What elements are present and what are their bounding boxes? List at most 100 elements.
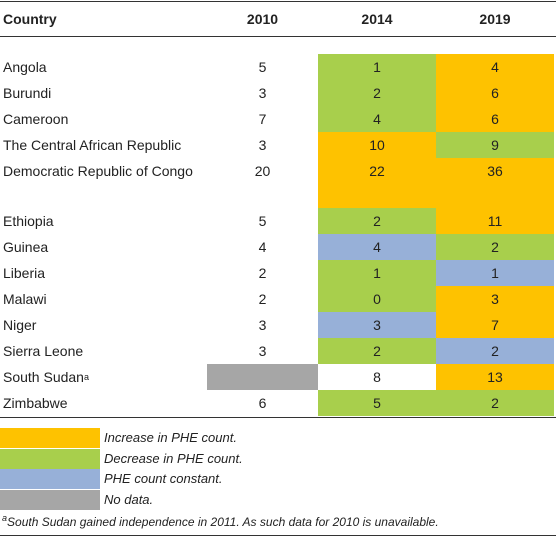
cell-text: 4 — [373, 111, 381, 127]
table-cell: 2 — [207, 260, 318, 286]
cell-text: 5 — [373, 395, 381, 411]
table-cell: 5 — [207, 208, 318, 234]
cell-text: 11 — [487, 213, 503, 229]
cell-text: 5 — [258, 59, 267, 75]
legend-swatch — [0, 489, 100, 510]
table-cell: 36 — [436, 158, 554, 208]
table-row: Guinea 4 4 2 — [0, 234, 556, 260]
table-cell: 2 — [436, 338, 554, 364]
cell-text: 1 — [373, 59, 381, 75]
legend-swatch — [0, 448, 100, 469]
cell-text: Sierra Leone — [3, 343, 84, 359]
cell-text: 3 — [258, 343, 267, 359]
table-cell: 2 — [318, 80, 436, 106]
table-cell: Ethiopia — [3, 208, 207, 234]
table-cell: Guinea — [3, 234, 207, 260]
cell-text: 13 — [487, 369, 503, 385]
table-cell: 0 — [318, 286, 436, 312]
table-cell: 9 — [436, 132, 554, 158]
table-cell: 3 — [207, 338, 318, 364]
cell-text: 8 — [373, 369, 381, 385]
header-text: 2014 — [361, 11, 393, 27]
table-row: Malawi 2 0 3 — [0, 286, 556, 312]
cell-text: 3 — [258, 85, 267, 101]
cell-text: Guinea — [3, 239, 49, 255]
cell-text: Liberia — [3, 265, 46, 281]
table-cell: Angola — [3, 54, 207, 80]
cell-text: 6 — [258, 395, 267, 411]
table-cell: 3 — [207, 132, 318, 158]
table-cell: 22 — [318, 158, 436, 208]
cell-text: 6 — [491, 85, 499, 101]
cell-text: 2 — [373, 343, 381, 359]
legend-label: No data. — [104, 490, 153, 510]
table-cell: 3 — [436, 286, 554, 312]
table-cell: 20 — [207, 158, 318, 208]
header-text: 2010 — [246, 11, 279, 27]
table-bottom-rule — [0, 417, 556, 418]
cell-text: Niger — [3, 317, 37, 333]
table-cell: 8 — [318, 364, 436, 390]
cell-text: 3 — [258, 137, 267, 153]
cell-text: Malawi — [3, 291, 47, 307]
table-cell: 2 — [318, 338, 436, 364]
legend-text: PHE count constant. — [104, 471, 223, 486]
table-cell: The Central African Republic — [3, 132, 207, 158]
table-row: Democratic Republic of Congo 20 22 36 — [0, 158, 556, 208]
table-cell: 11 — [436, 208, 554, 234]
cell-text: Burundi — [3, 85, 52, 101]
superscript: a — [83, 372, 89, 382]
legend-label: Increase in PHE count. — [104, 428, 237, 448]
cell-text: 5 — [258, 213, 267, 229]
table-cell: Burundi — [3, 80, 207, 106]
table-cell: Sierra Leone — [3, 338, 207, 364]
cell-text: The Central African Republic — [3, 137, 182, 153]
cell-text: 10 — [369, 137, 385, 153]
table-cell: 5 — [207, 54, 318, 80]
cell-text: 4 — [373, 239, 381, 255]
footnote-text: South Sudan gained independence in 2011.… — [7, 515, 439, 529]
table-cell: 4 — [318, 106, 436, 132]
cell-text: 3 — [491, 291, 499, 307]
table-cell: 5 — [318, 390, 436, 416]
cell-text: 2 — [491, 395, 499, 411]
table-cell: Liberia — [3, 260, 207, 286]
cell-text: Cameroon — [3, 111, 69, 127]
table-cell: 3 — [207, 80, 318, 106]
table-row: The Central African Republic 3 10 9 — [0, 132, 556, 158]
cell-text: 7 — [258, 111, 267, 127]
legend-label: PHE count constant. — [104, 469, 223, 489]
header-cell: 2014 — [318, 2, 436, 36]
legend-text: No data. — [104, 491, 154, 507]
cell-text: 4 — [491, 59, 499, 75]
table-row: Zimbabwe 6 5 2 — [0, 390, 556, 416]
cell-text: South Sudan — [3, 369, 84, 385]
cell-text: 3 — [258, 317, 267, 333]
cell-text: 0 — [373, 291, 381, 307]
table-cell: 3 — [318, 312, 436, 338]
cell-text: 3 — [373, 317, 381, 333]
table-cell — [207, 364, 318, 390]
table-cell: 4 — [436, 54, 554, 80]
table-cell: 2 — [207, 286, 318, 312]
table-row: Liberia 2 1 1 — [0, 260, 556, 286]
table-row: South Sudan a 8 13 — [0, 364, 556, 390]
table-cell: 4 — [207, 234, 318, 260]
table-row: Sierra Leone 3 2 2 — [0, 338, 556, 364]
table-cell: 1 — [318, 260, 436, 286]
legend-text: Decrease in PHE count. — [104, 450, 243, 466]
cell-text: 2 — [373, 213, 381, 229]
table-cell: 13 — [436, 364, 554, 390]
table-cell: 1 — [318, 54, 436, 80]
cell-text: Democratic Republic of Congo — [3, 163, 193, 179]
cell-text: Ethiopia — [3, 213, 54, 229]
legend-swatch — [0, 469, 100, 489]
footnote: aSouth Sudan gained independence in 2011… — [2, 513, 439, 529]
table-cell: 3 — [207, 312, 318, 338]
table-cell: 6 — [207, 390, 318, 416]
header-cell: 2019 — [436, 2, 554, 36]
header-rule — [0, 36, 556, 37]
table-cell: Cameroon — [3, 106, 207, 132]
cell-text: 9 — [491, 137, 499, 153]
cell-text: 2 — [491, 343, 499, 359]
